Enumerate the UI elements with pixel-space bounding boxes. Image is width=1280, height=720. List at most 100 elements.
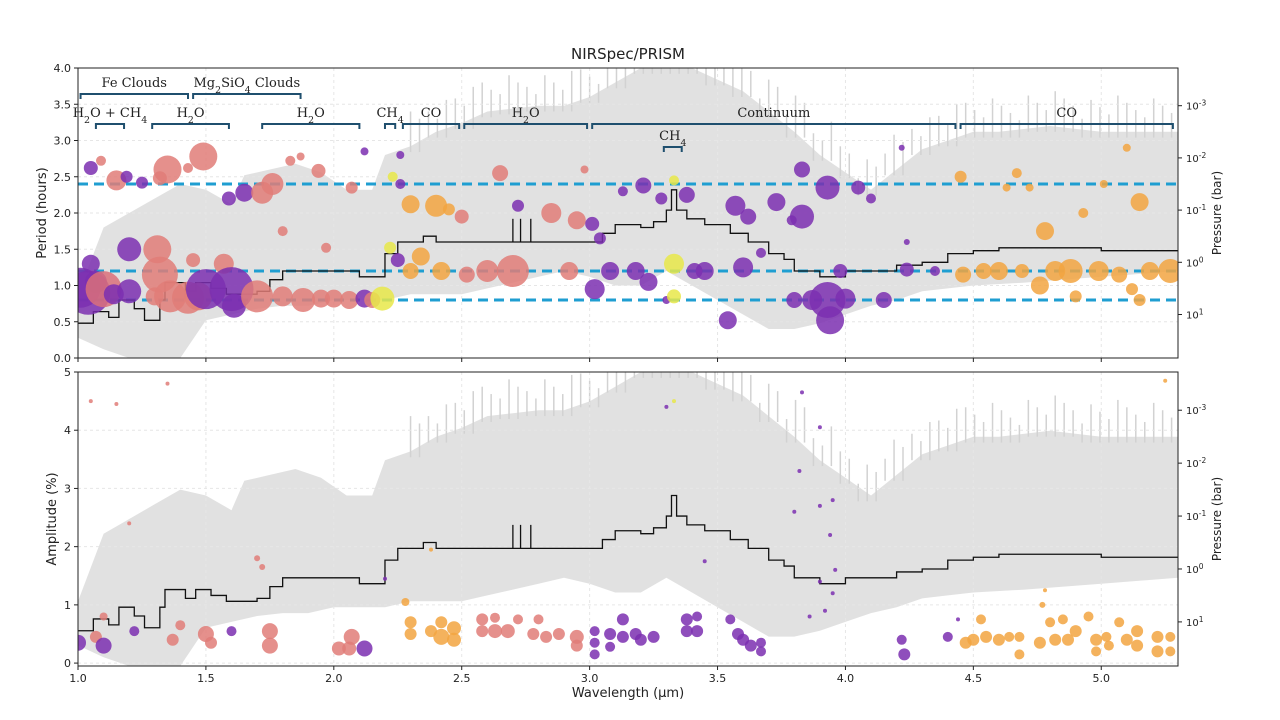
- bottom-data-point: [552, 628, 565, 640]
- top-data-point: [1002, 183, 1011, 192]
- annotation-label: Mg2SiO4 Clouds: [193, 76, 300, 96]
- bottom-data-point: [823, 608, 827, 613]
- top-data-point: [664, 253, 684, 274]
- top-scatter-points: [78, 142, 1178, 335]
- bottom-grid: [77, 371, 1178, 666]
- bottom-pressure-band: [78, 372, 1178, 666]
- bottom-data-point: [605, 641, 616, 652]
- bottom-data-point: [129, 626, 140, 637]
- bottom-right-tick-label: 10-2: [1186, 456, 1206, 471]
- top-data-point: [296, 152, 305, 161]
- bottom-data-point: [800, 390, 804, 395]
- top-data-point: [384, 241, 397, 254]
- bottom-data-point: [1120, 633, 1133, 646]
- top-data-point: [1099, 180, 1108, 188]
- top-data-point: [291, 288, 316, 312]
- top-data-point: [401, 195, 420, 214]
- top-data-point: [725, 195, 746, 216]
- top-data-point: [189, 142, 218, 171]
- bottom-right-tick-label: 100: [1186, 561, 1204, 576]
- top-data-point: [261, 173, 284, 195]
- annotation-bracket: [94, 123, 126, 129]
- bottom-xtick-label: 4.0: [837, 672, 855, 685]
- annotation-bracket: [261, 123, 361, 129]
- bottom-data-point: [1069, 625, 1082, 638]
- bottom-data-point: [569, 629, 584, 644]
- bottom-data-point: [1045, 617, 1056, 628]
- top-data-point: [272, 286, 293, 307]
- bottom-xtick-label: 3.5: [709, 672, 727, 685]
- top-data-point: [585, 216, 600, 231]
- chart-title: NIRSpec/PRISM: [571, 45, 685, 63]
- top-data-point: [425, 194, 448, 217]
- bottom-data-point: [261, 637, 278, 654]
- top-data-point: [833, 264, 848, 278]
- bottom-data-point: [476, 625, 489, 638]
- top-data-point: [1158, 259, 1178, 283]
- bottom-band-area: [78, 372, 1178, 666]
- top-data-point: [667, 289, 681, 304]
- bottom-data-point: [725, 614, 736, 625]
- top-right-tick-label: 100: [1186, 255, 1204, 270]
- top-right-tick-label: 10-1: [1186, 203, 1206, 218]
- annotation-label: CH4: [659, 129, 686, 149]
- bottom-data-point: [527, 628, 540, 640]
- top-data-point: [580, 165, 589, 174]
- bottom-curve-line: [78, 494, 1178, 632]
- bottom-data-point: [797, 469, 802, 473]
- top-axes: 0.0 0.5 1.0 1.5 2.0 2.5 3.0 3.5 4.0 10-3 10-2 10-1 1…: [54, 62, 1207, 365]
- bottom-data-point: [744, 639, 757, 652]
- bottom-data-point: [830, 498, 835, 503]
- top-data-point: [390, 253, 405, 268]
- bottom-data-point: [166, 633, 179, 646]
- top-data-point: [954, 170, 967, 183]
- bottom-data-point: [533, 614, 544, 625]
- top-data-point: [593, 232, 606, 245]
- top-data-point: [1122, 143, 1131, 152]
- top-data-point: [875, 292, 892, 308]
- bottom-data-point: [447, 621, 461, 636]
- annotation-bracket: [463, 123, 589, 129]
- top-ytick-label: 3.5: [54, 98, 72, 111]
- top-data-point: [1036, 222, 1054, 241]
- bottom-data-point: [830, 591, 835, 596]
- bottom-data-point: [570, 639, 583, 652]
- top-data-point: [955, 266, 972, 283]
- bottom-data-point: [1062, 633, 1074, 646]
- bottom-data-point: [175, 620, 186, 631]
- bottom-data-point: [817, 503, 822, 508]
- bottom-data-point: [261, 623, 278, 640]
- top-ytick-label: 0.0: [54, 352, 72, 365]
- top-data-point: [1088, 261, 1109, 281]
- top-data-point: [241, 280, 274, 313]
- top-data-point: [454, 209, 469, 224]
- top-ytick-label: 2.5: [54, 171, 72, 184]
- bottom-data-point: [342, 641, 357, 656]
- bottom-data-point: [807, 614, 812, 619]
- annotation-label: CH4: [376, 106, 403, 126]
- bottom-data-point: [513, 614, 523, 625]
- top-data-point: [866, 193, 876, 204]
- bottom-xtick-label: 2.5: [453, 672, 471, 685]
- top-data-point: [903, 239, 910, 245]
- annotation-bracket: [662, 146, 683, 152]
- top-data-point: [756, 247, 766, 258]
- top-ytick-label: 1.0: [54, 280, 72, 293]
- top-data-point: [1069, 290, 1082, 303]
- annotation-label: H2O + CH4: [73, 106, 148, 126]
- bottom-data-point: [433, 628, 450, 645]
- bottom-data-point: [756, 637, 766, 648]
- bottom-data-point: [1049, 633, 1062, 646]
- bottom-ytick-label: 1: [64, 599, 71, 612]
- bottom-data-point: [702, 559, 707, 564]
- top-ytick-label: 2.0: [54, 207, 72, 220]
- top-data-point: [835, 288, 856, 309]
- top-data-point: [120, 170, 133, 183]
- bottom-data-point: [896, 634, 907, 645]
- bottom-contribution-curve: [78, 494, 1178, 632]
- bottom-data-point: [88, 399, 93, 404]
- bottom-data-point: [898, 648, 911, 661]
- annotation-bracket: [959, 123, 1174, 129]
- bottom-data-point: [1114, 617, 1125, 628]
- top-data-point: [81, 254, 100, 273]
